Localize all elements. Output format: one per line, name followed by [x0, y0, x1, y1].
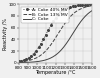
A: Coke 40% MV: (1.4e+03, 97.4): Coke 40% MV: (1.4e+03, 97.4) — [73, 5, 75, 6]
C: Coke: (942, 1.12): Coke: (942, 1.12) — [31, 62, 32, 63]
A: Coke 40% MV: (800, 2.66): Coke 40% MV: (800, 2.66) — [18, 61, 20, 62]
Legend: A: Coke 40% MV, B: Coke 13% MV, C: Coke: A: Coke 40% MV, B: Coke 13% MV, C: Coke — [21, 6, 69, 23]
B: Coke 13% MV: (1.33e+03, 73.9): Coke 13% MV: (1.33e+03, 73.9) — [67, 19, 68, 20]
A: Coke 40% MV: (942, 13): Coke 40% MV: (942, 13) — [31, 55, 32, 56]
Y-axis label: Reactivity /%: Reactivity /% — [3, 18, 8, 50]
C: Coke: (1.4e+03, 53.1): Coke: (1.4e+03, 53.1) — [73, 31, 75, 32]
B: Coke 13% MV: (800, 1.34): Coke 13% MV: (800, 1.34) — [18, 61, 20, 62]
C: Coke: (800, 0.273): Coke: (800, 0.273) — [18, 62, 20, 63]
C: Coke: (1.27e+03, 23.4): Coke: (1.27e+03, 23.4) — [61, 49, 63, 50]
B: Coke 13% MV: (1.16e+03, 33.6): Coke 13% MV: (1.16e+03, 33.6) — [51, 43, 53, 44]
Line: C: Coke: C: Coke — [19, 11, 92, 63]
A: Coke 40% MV: (1.27e+03, 88.7): Coke 40% MV: (1.27e+03, 88.7) — [61, 10, 63, 11]
A: Coke 40% MV: (1.33e+03, 94.3): Coke 40% MV: (1.33e+03, 94.3) — [67, 7, 68, 8]
A: Coke 40% MV: (1.01e+03, 24.4): Coke 40% MV: (1.01e+03, 24.4) — [37, 48, 38, 49]
X-axis label: Temperature /°C: Temperature /°C — [35, 70, 76, 75]
Line: B: Coke 13% MV: B: Coke 13% MV — [19, 6, 92, 62]
C: Coke: (1.16e+03, 9.27): Coke: (1.16e+03, 9.27) — [51, 57, 53, 58]
C: Coke: (1.6e+03, 89.1): Coke: (1.6e+03, 89.1) — [91, 10, 93, 11]
Line: A: Coke 40% MV: A: Coke 40% MV — [18, 4, 93, 62]
B: Coke 13% MV: (942, 5.29): Coke 13% MV: (942, 5.29) — [31, 59, 32, 60]
A: Coke 40% MV: (1.6e+03, 99.8): Coke 40% MV: (1.6e+03, 99.8) — [91, 4, 93, 5]
A: Coke 40% MV: (1.16e+03, 67.8): Coke 40% MV: (1.16e+03, 67.8) — [51, 23, 53, 24]
C: Coke: (1.33e+03, 36.4): Coke: (1.33e+03, 36.4) — [67, 41, 68, 42]
B: Coke 13% MV: (1.6e+03, 97.6): Coke 13% MV: (1.6e+03, 97.6) — [91, 5, 93, 6]
B: Coke 13% MV: (1.27e+03, 60.2): Coke 13% MV: (1.27e+03, 60.2) — [61, 27, 63, 28]
B: Coke 13% MV: (1.01e+03, 9.59): Coke 13% MV: (1.01e+03, 9.59) — [37, 57, 38, 58]
C: Coke: (1.01e+03, 2.1): Coke: (1.01e+03, 2.1) — [37, 61, 38, 62]
B: Coke 13% MV: (1.4e+03, 84.9): Coke 13% MV: (1.4e+03, 84.9) — [73, 13, 75, 14]
